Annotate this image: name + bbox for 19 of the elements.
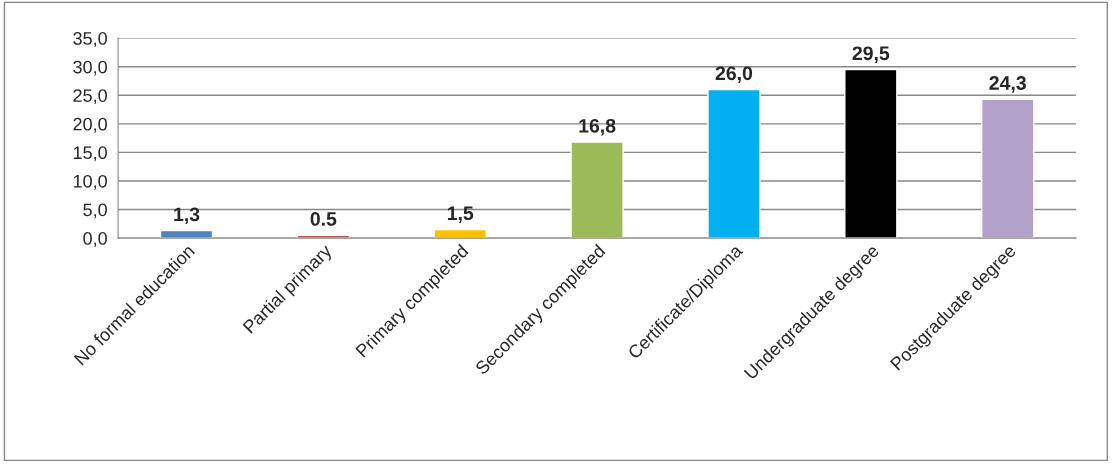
data-label: 1,5 [447,206,474,223]
bar [570,141,624,239]
data-label: 1,3 [174,207,200,225]
data-label: 16,8 [579,118,616,136]
y-tick-label: 20,0 [73,117,107,133]
y-tick-label: 25,0 [73,89,107,105]
y-tick-label: 30,0 [73,60,107,76]
y-tick-label: 15,0 [73,146,107,162]
bar [844,68,898,239]
data-label: 0.5 [310,212,337,226]
data-label: 24,3 [989,76,1026,93]
data-label: 29,5 [852,46,890,63]
y-tick-label: 0,0 [83,232,107,247]
y-tick-label: 10,0 [73,174,107,190]
y-tick-label: 5,0 [83,203,107,219]
data-label: 26,0 [715,66,753,83]
bar [980,98,1035,239]
y-tick-label: 35,0 [73,32,107,47]
bar [707,88,761,239]
